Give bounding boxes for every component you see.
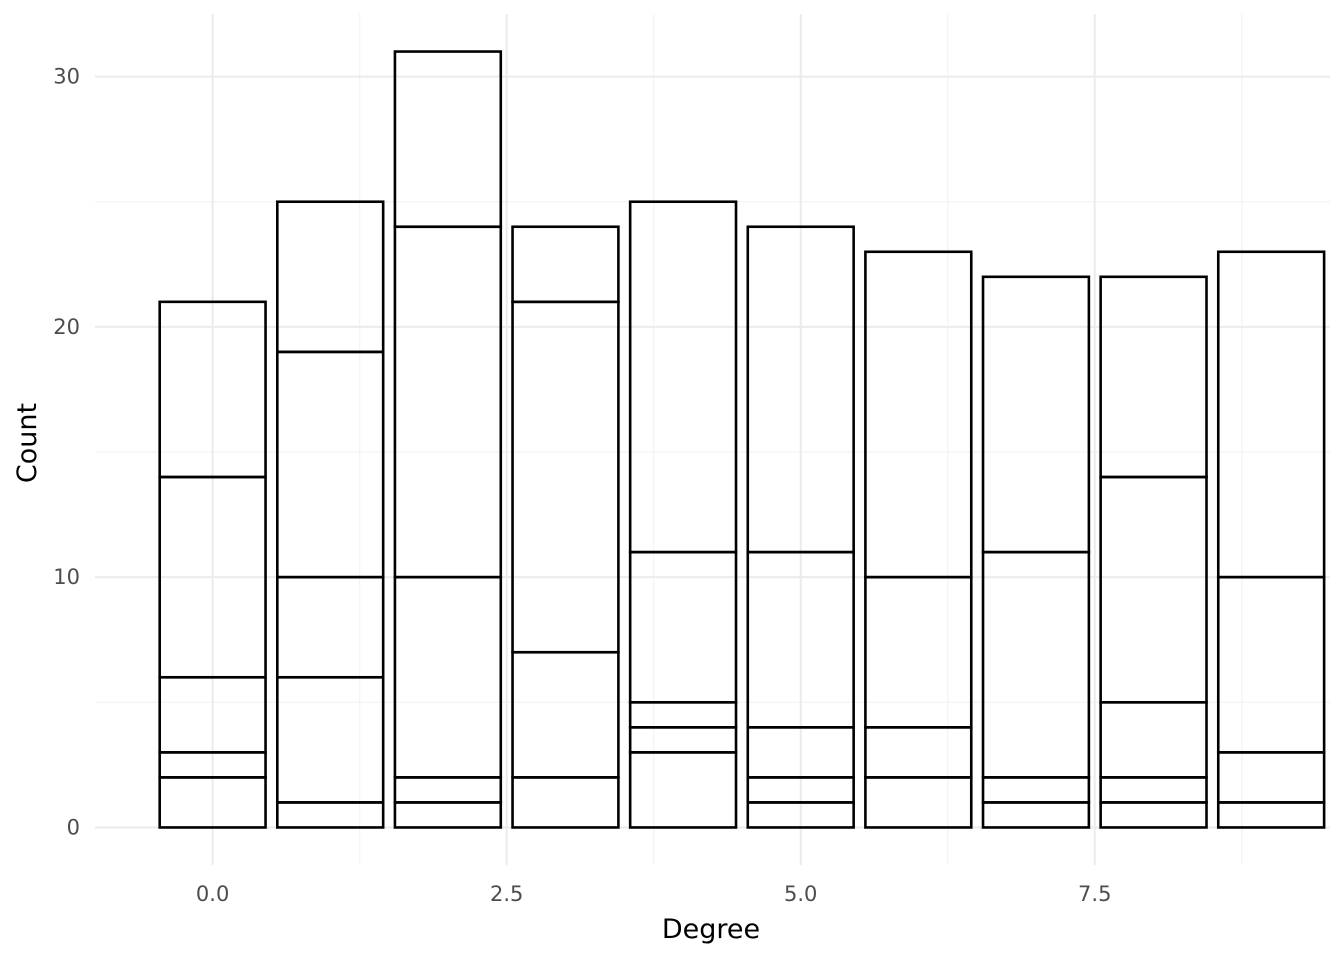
bar-segment [393,801,503,829]
bar-segment [981,275,1091,554]
bar-segment [628,751,738,829]
bar [276,200,385,829]
bar-segment [864,250,973,579]
bar [1216,250,1326,829]
bar [158,300,267,829]
bar-segment [981,801,1091,829]
bar-segment [1216,751,1326,804]
bar-segment [276,575,385,679]
bar-segment [276,350,385,579]
bar-segment [511,776,620,829]
bars [158,50,1326,829]
bar-segment [1099,475,1208,704]
x-tick-label: 2.5 [490,882,523,906]
bar-segment [393,225,503,579]
x-axis-title: Degree [662,914,760,945]
bar-segment [1216,575,1326,754]
bar-segment [1216,801,1326,829]
bar-segment [628,550,738,704]
bar-segment [276,675,385,804]
bar-segment [981,550,1091,779]
bar-segment [628,200,738,554]
bar [393,50,503,829]
bar-segment [393,50,503,229]
x-tick-labels: 0.0 2.5 5.0 7.5 [196,882,1112,906]
y-tick-label: 20 [53,315,80,339]
bar [1099,275,1208,829]
bar-segment [746,225,855,554]
bar-segment [158,300,267,479]
x-tick-label: 0.0 [196,882,229,906]
y-tick-labels: 0 10 20 30 [53,65,80,840]
bar-segment [1216,250,1326,579]
bar-segment [981,776,1091,804]
y-tick-label: 0 [67,815,80,839]
y-tick-label: 30 [53,65,80,89]
bar [746,225,855,829]
bar [511,225,620,829]
bar [628,200,738,829]
bar [981,275,1091,829]
bar-segment [393,776,503,804]
bar-segment [276,801,385,829]
bar-segment [864,726,973,779]
x-tick-label: 7.5 [1078,882,1111,906]
grid-lines [95,14,1330,865]
bar-segment [511,225,620,304]
bar-segment [1099,701,1208,779]
bar-segment [628,726,738,754]
bar-segment [1099,801,1208,829]
bar-segment [628,701,738,729]
y-tick-label: 10 [53,565,80,589]
bar-segment [1099,776,1208,804]
bar-segment [1099,275,1208,479]
bar-segment [864,575,973,729]
bar-segment [393,575,503,779]
y-axis-title: Count [12,403,43,483]
bar-segment [511,300,620,654]
bar-segment [276,200,385,354]
bar-segment [511,650,620,779]
bar [864,250,973,829]
x-tick-label: 5.0 [784,882,817,906]
bar-segment [864,776,973,829]
